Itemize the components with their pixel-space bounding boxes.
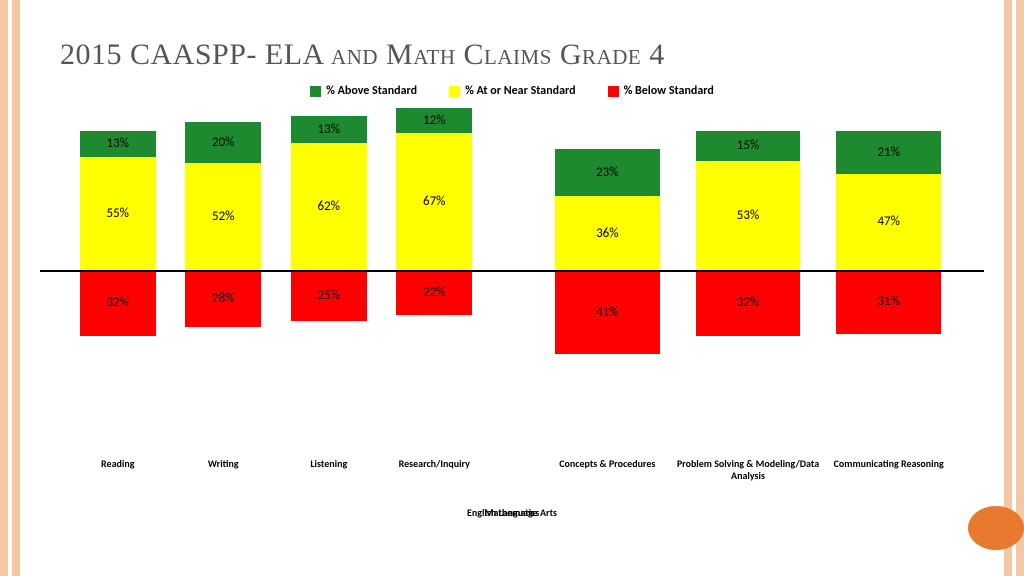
legend: % Above Standard % At or Near Standard %…	[40, 84, 984, 98]
segment-atnear: 55%	[80, 157, 156, 270]
legend-label: % Below Standard	[624, 84, 714, 98]
segment-above: 23%	[555, 149, 660, 196]
edge-stripe	[1016, 0, 1024, 576]
segment-atnear: 67%	[396, 133, 472, 270]
segment-below: 31%	[836, 270, 941, 334]
segment-below: 32%	[696, 270, 801, 336]
segment-below: 41%	[555, 270, 660, 354]
segment-above: 13%	[291, 116, 367, 143]
decorative-ellipse	[968, 506, 1024, 550]
swatch-below	[608, 86, 619, 97]
bar-column: 13%62%25%Listening	[281, 104, 377, 414]
legend-label: % At or Near Standard	[465, 84, 576, 98]
segment-atnear: 36%	[555, 196, 660, 270]
bar-column: 13%55%32%Reading	[70, 104, 166, 414]
segment-below: 32%	[80, 270, 156, 336]
segment-below: 28%	[185, 270, 261, 327]
chart-group: English Language Arts13%55%32%Reading20%…	[70, 104, 482, 414]
swatch-atnear	[449, 86, 460, 97]
category-label: Communicating Reasoning	[817, 458, 961, 470]
slide-title: 2015 CAASPP- ELA and Math Claims Grade 4	[60, 35, 964, 74]
segment-above: 12%	[396, 108, 472, 133]
bar-column: 21%47%31%Communicating Reasoning	[823, 104, 954, 414]
category-label: Research/Inquiry	[382, 458, 487, 470]
segment-atnear: 47%	[836, 174, 941, 270]
slide: 2015 CAASPP- ELA and Math Claims Grade 4…	[40, 20, 984, 556]
bar-column: 23%36%41%Concepts & Procedures	[542, 104, 673, 414]
segment-below: 25%	[291, 270, 367, 321]
segment-above: 15%	[696, 131, 801, 162]
legend-item-above: % Above Standard	[310, 84, 417, 98]
group-label: Mathematics	[70, 506, 954, 519]
edge-stripe	[1004, 0, 1012, 576]
edge-stripe	[0, 0, 8, 576]
category-label: Listening	[276, 458, 381, 470]
segment-above: 13%	[80, 131, 156, 158]
edge-stripe	[12, 0, 20, 576]
segment-above: 20%	[185, 122, 261, 163]
swatch-above	[310, 86, 321, 97]
baseline	[40, 270, 984, 272]
segment-atnear: 52%	[185, 163, 261, 270]
legend-label: % Above Standard	[326, 84, 417, 98]
bar-column: 20%52%28%Writing	[176, 104, 272, 414]
legend-item-atnear: % At or Near Standard	[449, 84, 576, 98]
segment-atnear: 53%	[696, 161, 801, 270]
bar-column: 15%53%32%Problem Solving & Modeling/Data…	[683, 104, 814, 414]
segment-below: 22%	[396, 270, 472, 315]
legend-item-below: % Below Standard	[608, 84, 714, 98]
category-label: Writing	[171, 458, 276, 470]
category-label: Concepts & Procedures	[535, 458, 679, 470]
category-label: Problem Solving & Modeling/Data Analysis	[676, 458, 820, 481]
segment-above: 21%	[836, 131, 941, 174]
chart-group: Mathematics23%36%41%Concepts & Procedure…	[542, 104, 954, 414]
category-label: Reading	[65, 458, 170, 470]
chart: English Language Arts13%55%32%Reading20%…	[70, 104, 954, 414]
segment-atnear: 62%	[291, 143, 367, 270]
bar-column: 12%67%22%Research/Inquiry	[387, 104, 483, 414]
